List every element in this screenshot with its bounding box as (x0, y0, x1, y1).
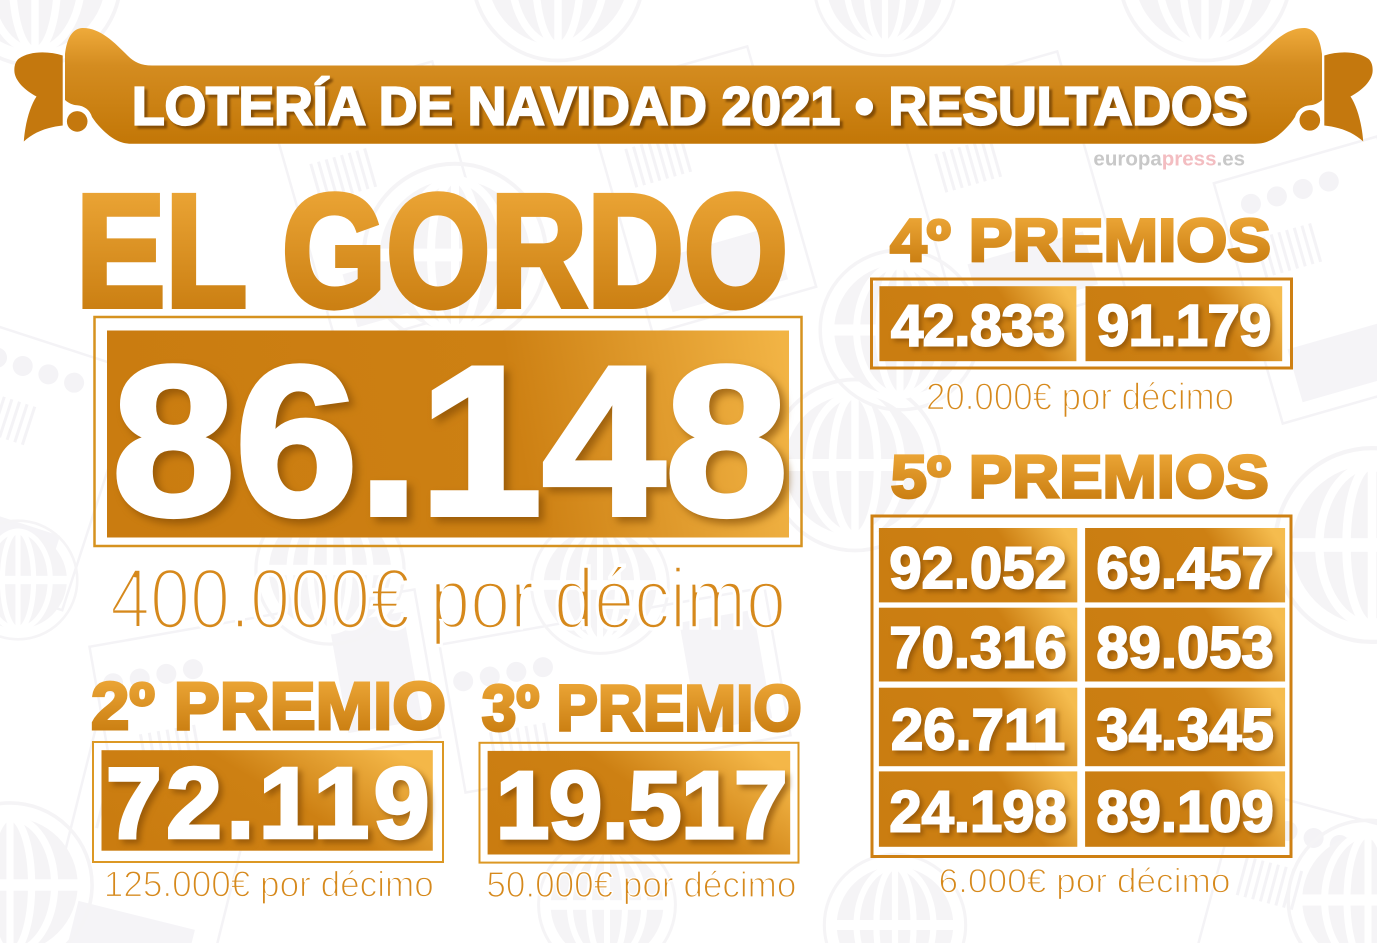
svg-text:42.833: 42.833 (891, 294, 1065, 359)
svg-text:89.053: 89.053 (1096, 616, 1273, 681)
svg-text:20.000€ por décimo: 20.000€ por décimo (926, 377, 1234, 419)
svg-text:34.345: 34.345 (1096, 698, 1273, 763)
svg-text:26.711: 26.711 (891, 698, 1065, 763)
svg-text:2º PREMIO: 2º PREMIO (91, 669, 446, 744)
svg-text:91.179: 91.179 (1097, 294, 1271, 359)
svg-text:70.316: 70.316 (889, 616, 1066, 681)
svg-text:4º PREMIOS: 4º PREMIOS (890, 207, 1271, 274)
svg-text:24.198: 24.198 (889, 780, 1066, 845)
svg-text:5º PREMIOS: 5º PREMIOS (891, 444, 1269, 511)
svg-text:6.000€ por décimo: 6.000€ por décimo (939, 863, 1231, 901)
svg-text:92.052: 92.052 (889, 536, 1066, 601)
svg-text:69.457: 69.457 (1096, 536, 1273, 601)
svg-text:19.517: 19.517 (496, 752, 787, 859)
svg-text:86.148: 86.148 (112, 323, 788, 561)
svg-text:89.109: 89.109 (1096, 780, 1273, 845)
svg-text:EL GORDO: EL GORDO (76, 161, 788, 340)
svg-text:400.000€ por décimo: 400.000€ por décimo (110, 552, 786, 647)
svg-text:3º PREMIO: 3º PREMIO (482, 672, 802, 745)
svg-text:LOTERÍA DE NAVIDAD 2021 • RESU: LOTERÍA DE NAVIDAD 2021 • RESULTADOS (132, 77, 1248, 137)
svg-text:50.000€ por décimo: 50.000€ por décimo (486, 864, 796, 905)
svg-text:72.119: 72.119 (106, 748, 434, 860)
svg-text:europapress.es: europapress.es (1093, 148, 1245, 171)
svg-text:125.000€ por décimo: 125.000€ por décimo (104, 864, 434, 905)
